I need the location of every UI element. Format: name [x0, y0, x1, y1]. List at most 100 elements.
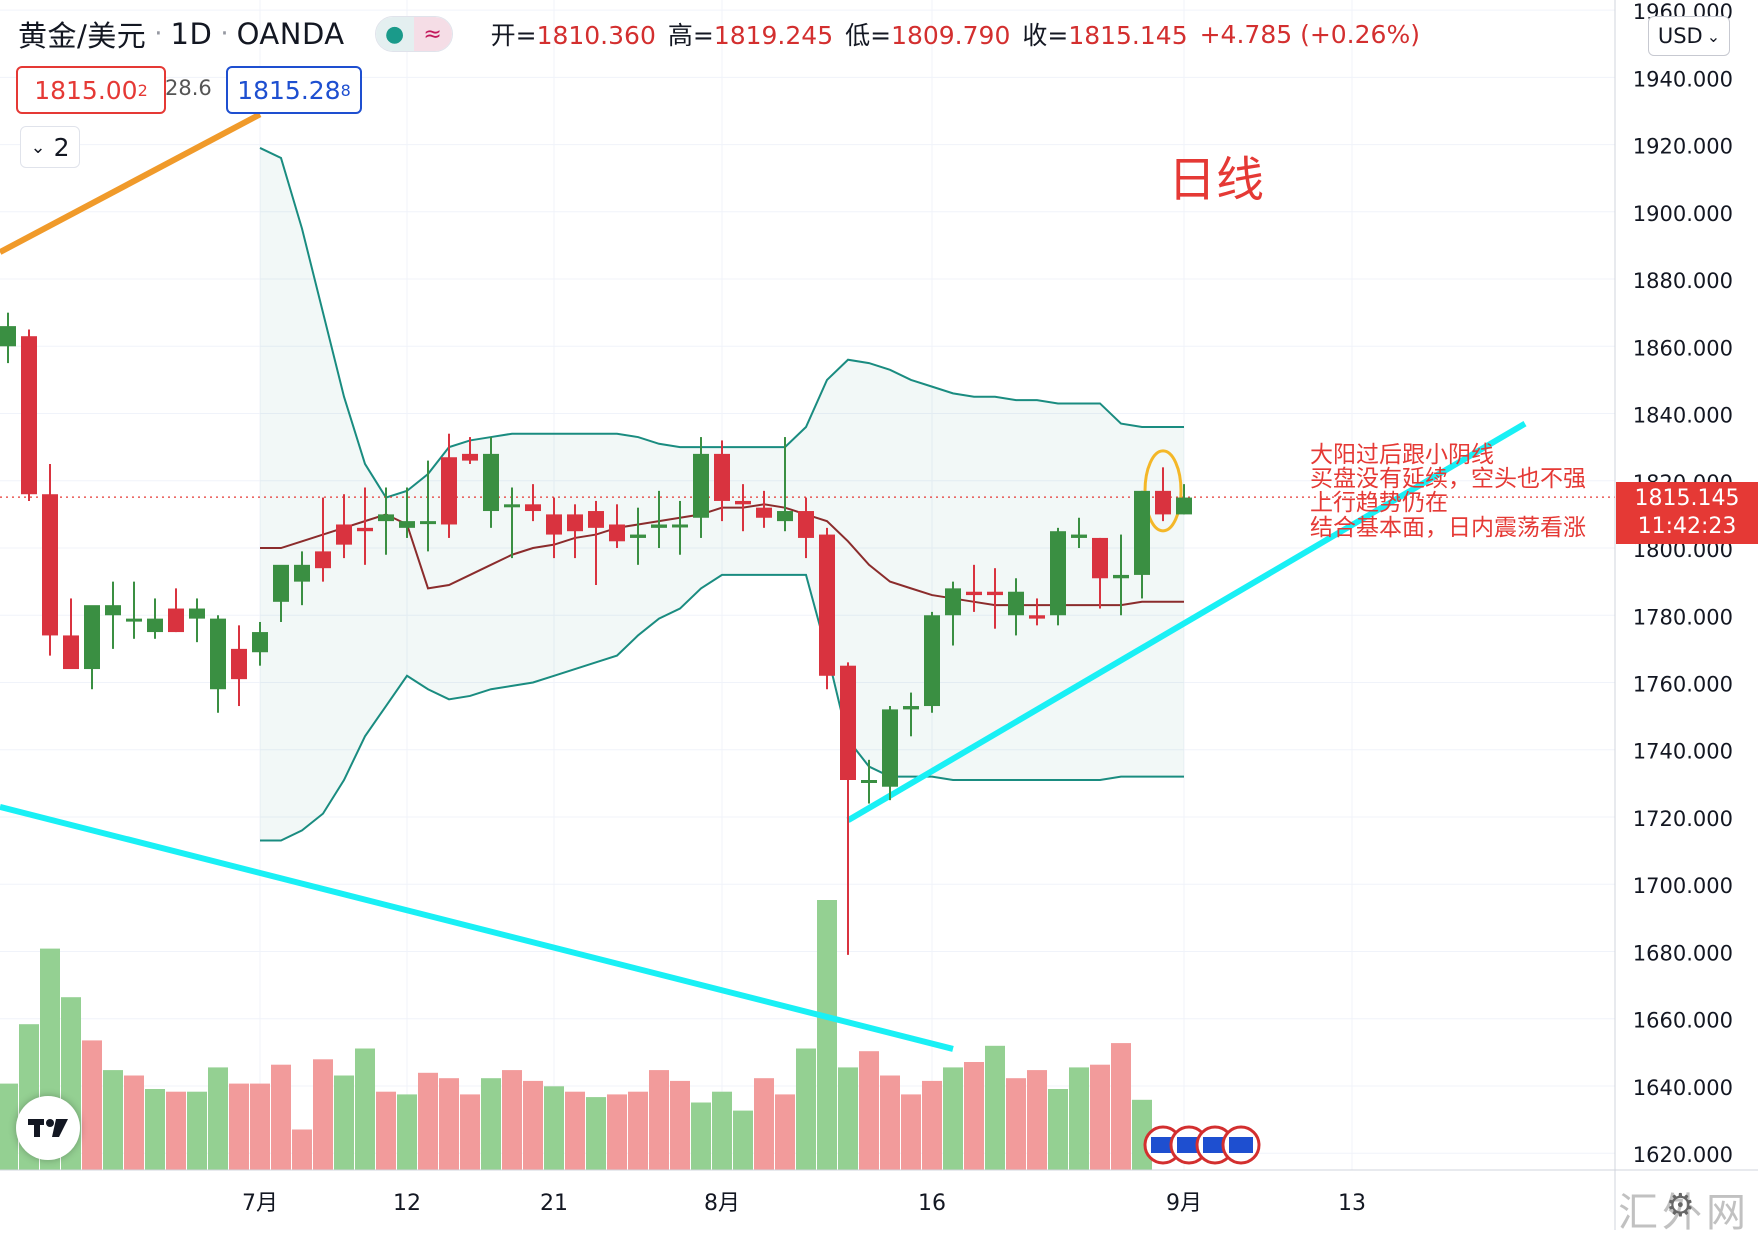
candle-body — [84, 605, 100, 670]
flag-canton — [1177, 1137, 1201, 1153]
candle-body — [567, 514, 583, 532]
spread-value: 28.6 — [165, 76, 212, 100]
volume-bar — [1111, 1043, 1131, 1170]
compare-icon[interactable]: ≈ — [413, 17, 452, 51]
candle-body — [126, 618, 142, 622]
price-tick-label: 1940.000 — [1633, 67, 1733, 91]
tradingview-logo[interactable] — [16, 1096, 80, 1160]
market-status-icon[interactable]: ● — [375, 17, 414, 51]
grid — [0, 0, 1615, 1170]
candle-body — [378, 514, 394, 522]
candle-body — [252, 632, 268, 653]
candle-body — [798, 511, 814, 538]
candle-body — [609, 524, 625, 542]
volume-bar — [250, 1083, 270, 1170]
high-field: 高=1819.245 — [667, 21, 834, 50]
lower-trend-line — [0, 803, 954, 1052]
candle-body — [1050, 531, 1066, 616]
volume-bar — [565, 1091, 585, 1170]
volume-bar — [733, 1110, 753, 1170]
volume-bar — [1027, 1070, 1047, 1170]
last-price: 1815.145 — [1634, 486, 1740, 511]
time-axis: 7月 12 21 8月 16 9月 13 — [0, 1169, 1758, 1216]
candle-body — [105, 605, 121, 616]
volume-bar — [229, 1083, 249, 1170]
chevron-down-icon: ⌄ — [30, 136, 46, 158]
candle-body — [756, 507, 772, 518]
candle-body — [882, 709, 898, 787]
currency-selector[interactable]: USD ⌄ — [1648, 16, 1730, 56]
volume-bars — [0, 900, 1152, 1170]
volume-bar — [460, 1094, 480, 1170]
price-tick-label: 1760.000 — [1633, 673, 1733, 697]
tradingview-icon — [28, 1119, 68, 1137]
open-field: 开=1810.360 — [490, 21, 656, 50]
indicator-toggle[interactable]: ● ≈ — [374, 16, 453, 52]
candle-body — [966, 591, 982, 596]
candle-body — [336, 524, 352, 545]
separator-dot: · — [154, 19, 163, 49]
candle-body — [1029, 615, 1045, 619]
time-tick-label: 21 — [540, 1191, 568, 1216]
volume-bar — [754, 1078, 774, 1170]
volume-bar — [481, 1078, 501, 1170]
candle-body — [399, 521, 415, 528]
price-tick-label: 1900.000 — [1633, 202, 1733, 226]
price-tick-label: 1880.000 — [1633, 269, 1733, 293]
volume-bar — [586, 1097, 606, 1170]
sell-price-button[interactable]: 1815.00 2 — [16, 66, 166, 114]
annotation-line-1: 大阳过后跟小阴线 — [1310, 442, 1494, 468]
volume-bar — [796, 1048, 816, 1170]
time-tick-label: 8月 — [704, 1191, 740, 1216]
price-tick-label: 1700.000 — [1633, 874, 1733, 898]
candle-body — [168, 608, 184, 633]
candle-body — [273, 564, 289, 602]
volume-bar — [817, 900, 837, 1170]
volume-bar — [838, 1067, 858, 1170]
candle-body — [1008, 591, 1024, 616]
legend-collapse-button[interactable]: ⌄ 2 — [20, 126, 80, 168]
gear-icon[interactable]: ⚙ — [1666, 1186, 1695, 1224]
buy-price-button[interactable]: 1815.28 8 — [226, 66, 362, 114]
volume-bar — [859, 1051, 879, 1170]
volume-bar — [880, 1075, 900, 1170]
candles — [0, 312, 1192, 955]
price-tick-label: 1860.000 — [1633, 336, 1733, 360]
candle-body — [630, 534, 646, 538]
price-tick-label: 1620.000 — [1633, 1143, 1733, 1167]
candle-body — [315, 551, 331, 569]
volume-bar — [901, 1094, 921, 1170]
volume-bar — [922, 1080, 942, 1170]
volume-bar — [1048, 1089, 1068, 1170]
candle-body — [1176, 497, 1192, 515]
volume-bar — [943, 1067, 963, 1170]
candle-body — [1134, 490, 1150, 575]
separator-dot: · — [220, 19, 229, 49]
symbol-name[interactable]: 黄金/美元 — [18, 19, 147, 53]
annotations: 日线 大阳过后跟小阴线 买盘没有延续，空头也不强 上行趋势仍在 结合基本面，日内… — [1168, 152, 1586, 541]
volume-bar — [82, 1040, 102, 1170]
candle-body — [42, 494, 58, 636]
change-field: +4.785 (+0.26%) — [1199, 19, 1420, 49]
candle-body — [546, 514, 562, 535]
interval[interactable]: 1D — [170, 17, 213, 51]
candle-body — [924, 615, 940, 707]
trend-lines — [0, 111, 1615, 1165]
candle-body — [1071, 534, 1087, 538]
price-tick-label: 1840.000 — [1633, 404, 1733, 428]
volume-bar — [607, 1094, 627, 1170]
candle-body — [1092, 537, 1108, 579]
time-tick-label: 9月 — [1166, 1191, 1202, 1216]
price-tick-label: 1640.000 — [1633, 1076, 1733, 1100]
volume-bar — [1090, 1064, 1110, 1170]
volume-bar — [712, 1091, 732, 1170]
volume-bar — [523, 1080, 543, 1170]
price-tick-label: 1780.000 — [1633, 605, 1733, 629]
volume-bar — [334, 1075, 354, 1170]
volume-bar — [670, 1080, 690, 1170]
volume-bar — [775, 1094, 795, 1170]
candle-body — [189, 608, 205, 619]
candle-body — [840, 665, 856, 780]
time-tick-label: 12 — [393, 1191, 421, 1216]
